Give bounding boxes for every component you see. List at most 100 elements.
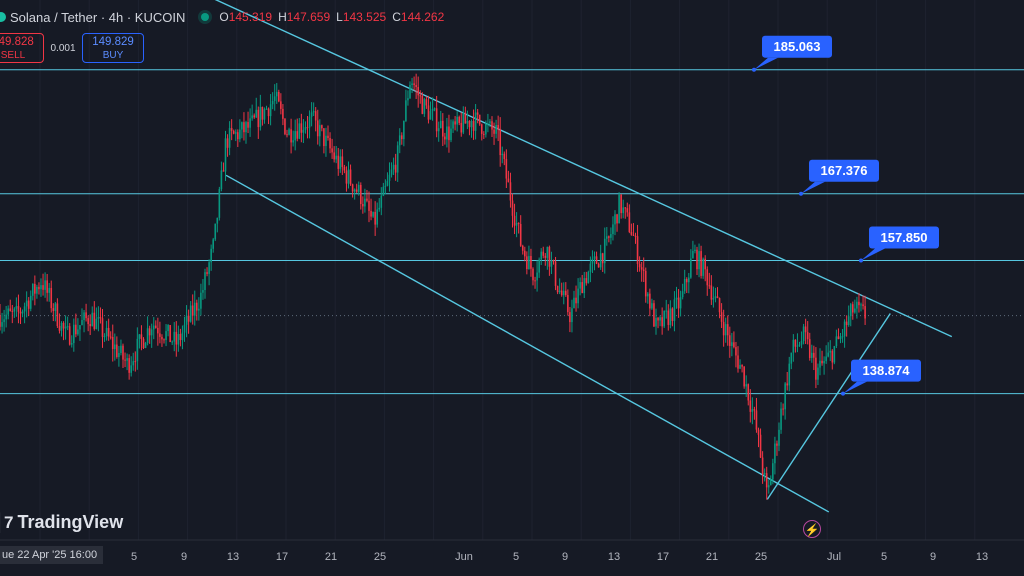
candle-body [152,325,155,330]
candle-body [704,258,706,270]
candle-body [751,409,754,412]
candle-body [849,304,852,317]
candle-body [616,214,618,224]
market-status-icon[interactable] [201,13,210,21]
candle-body [44,280,46,290]
candle-body [253,115,255,118]
candle-body [815,357,817,380]
candle-body [667,310,670,325]
candle-body [255,109,258,118]
candle-body [560,290,563,296]
candle-body [60,322,63,331]
candle-body [856,301,858,309]
candle-body [540,251,542,260]
level-label-box[interactable] [762,35,832,58]
tradingview-logo[interactable]: ▌7 TradingView [0,512,123,533]
candle-body [685,279,688,283]
candle-body [835,336,838,347]
candle-body [144,342,147,349]
candle-body [130,365,132,373]
sell-button[interactable]: 149.828 SELL [0,33,44,63]
candle-body [538,259,540,273]
candle-body [519,224,522,246]
candle-body [573,297,575,309]
candle-body [91,312,94,327]
candle-body [355,189,358,192]
candle-body [464,113,467,124]
candle-body [300,123,303,133]
candle-body [696,249,698,270]
candle-body [757,429,760,435]
candle-body [624,207,627,209]
candle-body [628,212,631,232]
candle-body [819,360,821,368]
candle-body [220,170,223,190]
lower-channel-line[interactable] [225,174,830,513]
candle-body [273,96,276,101]
candle-body [64,326,67,329]
candle-body [548,246,551,267]
level-label-box[interactable] [851,359,921,382]
candle-body [196,302,198,311]
candle-body [731,342,733,346]
candle-body [661,317,663,327]
candle-body [462,113,465,133]
candle-body [837,336,840,340]
candle-body [448,126,450,141]
candle-body [647,293,649,297]
candle-body [444,136,446,140]
candle-body [109,336,112,338]
candle-body [778,429,780,446]
candle-body [427,105,430,120]
time-axis[interactable] [0,540,1024,576]
candle-body [339,156,342,169]
candle-body [378,207,381,210]
candle-body [460,122,463,133]
support-trendline-line[interactable] [766,313,891,500]
candle-body [860,304,862,306]
candle-body [29,295,32,309]
candle-body [808,339,811,358]
candle-body [739,365,741,369]
level-label-text: 157.850 [881,230,928,245]
level-anchor-point[interactable] [841,391,845,396]
upper-channel-line[interactable] [79,0,953,338]
candle-body [146,328,149,343]
candle-body [327,135,329,139]
candle-body [511,200,514,216]
candle-body [659,317,661,321]
candle-body [38,286,40,290]
time-axis-tick-label: 13 [976,551,988,563]
candle-body [755,410,758,430]
candle-body [726,324,729,336]
candle-body [310,112,313,117]
candle-body [68,326,71,345]
candle-body [530,256,532,269]
level-label-text: 138.874 [863,363,911,378]
lightning-icon[interactable]: ⚡ [803,520,821,538]
candle-body [852,304,854,313]
candle-body [772,463,774,480]
level-anchor-point[interactable] [859,258,863,263]
candle-body [552,260,555,262]
level-label-box[interactable] [809,159,879,182]
candle-body [612,224,614,235]
candle-body [485,123,487,135]
symbol-title[interactable]: Solana / Tether · 4h · KUCOIN [10,9,186,25]
spread-value: 0.001 [50,42,76,54]
candle-body [591,258,594,264]
candle-body [333,152,335,160]
candle-body [466,120,469,124]
buy-button[interactable]: 149.829 BUY [82,33,144,63]
candle-body [452,121,454,129]
level-anchor-point[interactable] [799,191,803,196]
candle-body [515,222,518,226]
level-label-box[interactable] [869,226,939,249]
level-anchor-point[interactable] [752,67,756,72]
candle-body [198,308,200,311]
candle-body [569,312,571,323]
candle-body [847,316,850,325]
candle-body [251,115,253,119]
candle-body [388,174,391,181]
